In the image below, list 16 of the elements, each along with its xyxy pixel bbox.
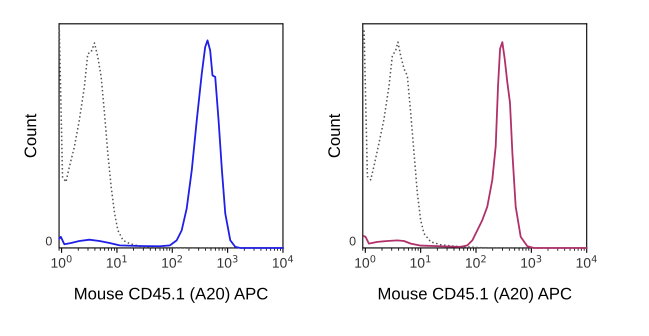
text: 0 bbox=[46, 236, 52, 246]
x-tick-label: 10$^{3}$ bbox=[218, 255, 238, 268]
text: 0 bbox=[350, 236, 356, 246]
x-tick-label: 10$^{1}$ bbox=[410, 255, 430, 268]
x-tick-label: 10$^{2}$ bbox=[162, 255, 182, 268]
x-axis-title: Mouse CD45.1 (A20) APC bbox=[378, 287, 572, 303]
x-tick-label: 10$^{2}$ bbox=[466, 255, 486, 268]
y-axis-title: Count bbox=[24, 114, 36, 158]
x-tick-label: 10$^{4}$ bbox=[272, 255, 294, 268]
x-axis-title: Mouse CD45.1 (A20) APC bbox=[75, 287, 268, 303]
x-tick-label: 10$^{1}$ bbox=[106, 255, 127, 268]
x-tick-label: 10$^{0}$ bbox=[52, 255, 72, 268]
x-tick-label: 10$^{4}$ bbox=[576, 255, 597, 268]
x-tick-label: 10$^{3}$ bbox=[521, 255, 542, 268]
x-tick-label: 10$^{0}$ bbox=[355, 255, 376, 268]
y-axis-title: Count bbox=[328, 114, 340, 158]
